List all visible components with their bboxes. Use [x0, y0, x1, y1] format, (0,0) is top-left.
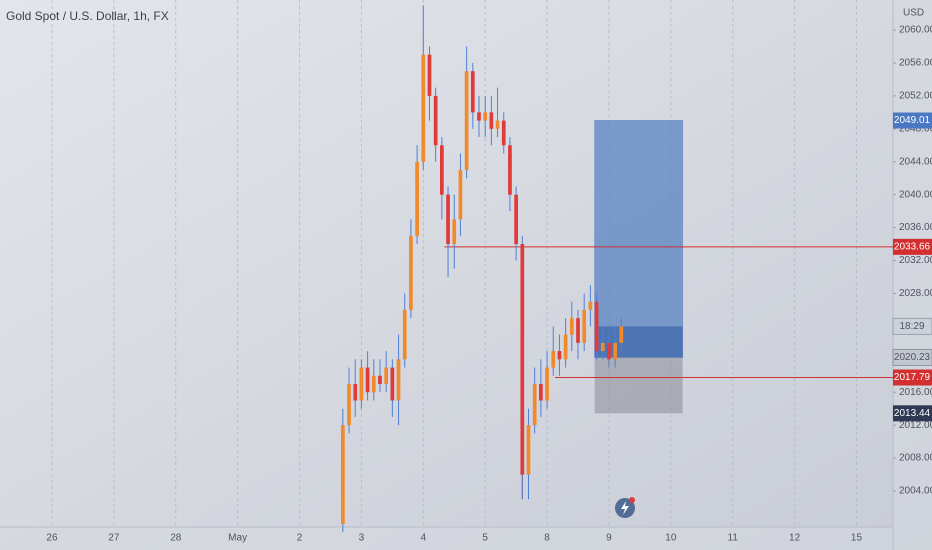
x-tick-label: 15: [851, 533, 863, 544]
candle-body: [371, 375, 376, 393]
entry-price-tag: 2020.23: [894, 352, 931, 363]
y-tick-label: 2032.00: [899, 255, 932, 266]
candle-body: [607, 342, 611, 360]
line-price-tag: 2033.66: [894, 242, 931, 253]
target-price-tag-box: [893, 112, 932, 129]
y-axis-label: USD: [903, 8, 924, 19]
y-tick-label: 2044.00: [899, 156, 932, 167]
candle-body: [551, 351, 556, 368]
candle-body: [532, 384, 537, 426]
candle-body: [396, 359, 401, 401]
candle-body: [402, 309, 407, 360]
candle-body: [390, 367, 395, 401]
candle-body: [600, 342, 605, 352]
candle-body: [514, 194, 518, 245]
x-tick-label: 10: [665, 533, 677, 544]
x-tick-label: 11: [728, 533, 739, 544]
icon-badge: [629, 497, 635, 503]
x-tick-label: May: [228, 533, 247, 544]
x-tick-label: 26: [46, 533, 58, 544]
x-tick-label: 8: [544, 533, 550, 544]
candle-body: [545, 367, 549, 401]
candle-body: [470, 71, 475, 113]
icon-bolt: [621, 501, 629, 515]
y-tick-label: 2056.00: [899, 58, 932, 69]
candle-body: [359, 367, 364, 401]
x-tick-label: 12: [789, 533, 801, 544]
y-tick-label: 2052.00: [899, 91, 932, 102]
line-price-tag-box: [893, 369, 932, 386]
candle-body: [378, 375, 382, 385]
entry-price-tag-box: [892, 348, 932, 366]
candle-body: [409, 235, 413, 310]
candle-body: [501, 120, 506, 146]
candle-body: [619, 326, 624, 343]
y-tick-label: 2036.00: [899, 222, 932, 233]
candle-body: [520, 244, 525, 475]
y-tick-label: 2004.00: [899, 486, 932, 497]
candle-body: [508, 145, 512, 195]
axes: 26 27 28 May 2 3 4 5 8 9 10 11 12 15 2004.00 2008.00 201…: [46, 25, 932, 544]
y-tick-label: 2048.00: [899, 123, 932, 134]
y-tick-label: 2016.00: [899, 387, 932, 398]
candle-body: [495, 120, 500, 129]
candle-body: [365, 367, 370, 393]
candle-body: [539, 384, 543, 401]
candle-body: [347, 384, 351, 426]
chart-title: Gold Spot / U.S. Dollar, 1h, FX: [6, 9, 169, 23]
candle-body: [569, 318, 574, 335]
y-tick-label: 2060.00: [899, 25, 932, 36]
candle-body: [440, 145, 444, 195]
x-tick-label: 3: [359, 533, 365, 544]
x-tick-label: 28: [170, 533, 182, 544]
y-tick-label: 2012.00: [899, 420, 932, 431]
stop-price-tag: 2013.44: [894, 408, 931, 419]
candle-body: [477, 112, 481, 121]
alert-icon[interactable]: [615, 497, 635, 518]
target-price-tag: 2049.01: [894, 115, 931, 126]
candles: [340, 5, 624, 533]
x-tick-label: 4: [421, 533, 427, 544]
x-tick-label: 5: [482, 533, 488, 544]
candle-body: [489, 112, 494, 129]
candle-body: [563, 334, 568, 360]
grid: [51, 0, 857, 527]
candle-body: [594, 301, 599, 352]
candle-body: [613, 342, 617, 360]
stop-price-tag-box: [893, 405, 932, 422]
candle-body: [458, 169, 463, 220]
candle-body: [384, 367, 389, 385]
candle-body: [483, 112, 488, 121]
candle-body: [582, 309, 587, 343]
candle-body: [433, 95, 438, 146]
candle-body: [421, 54, 426, 162]
candle-body: [427, 54, 432, 96]
target-zone: [594, 120, 684, 358]
candle-body: [464, 71, 469, 170]
x-tick-label: 9: [606, 533, 612, 544]
line-price-tag-box: [893, 238, 932, 255]
candle-body: [452, 219, 457, 245]
candle-body: [446, 194, 450, 245]
line-price-tag: 2017.79: [894, 372, 931, 383]
y-tick-label: 2028.00: [899, 288, 932, 299]
countdown-box: [892, 317, 932, 335]
candle-body: [557, 351, 562, 360]
candle-body: [526, 425, 531, 475]
candle-body: [353, 384, 358, 401]
candle-body: [576, 318, 580, 343]
y-tick-label: 2040.00: [899, 189, 932, 200]
time-axis-panel: [0, 527, 893, 550]
stop-zone: [594, 357, 683, 414]
candle-body: [415, 161, 419, 236]
y-tick-label: 2008.00: [899, 453, 932, 464]
candle-body: [588, 301, 593, 310]
x-tick-label: 27: [108, 533, 120, 544]
price-axis-panel: [893, 0, 932, 550]
candle-body: [340, 425, 345, 524]
countdown: 18:29: [899, 321, 924, 332]
x-tick-label: 2: [297, 533, 303, 544]
